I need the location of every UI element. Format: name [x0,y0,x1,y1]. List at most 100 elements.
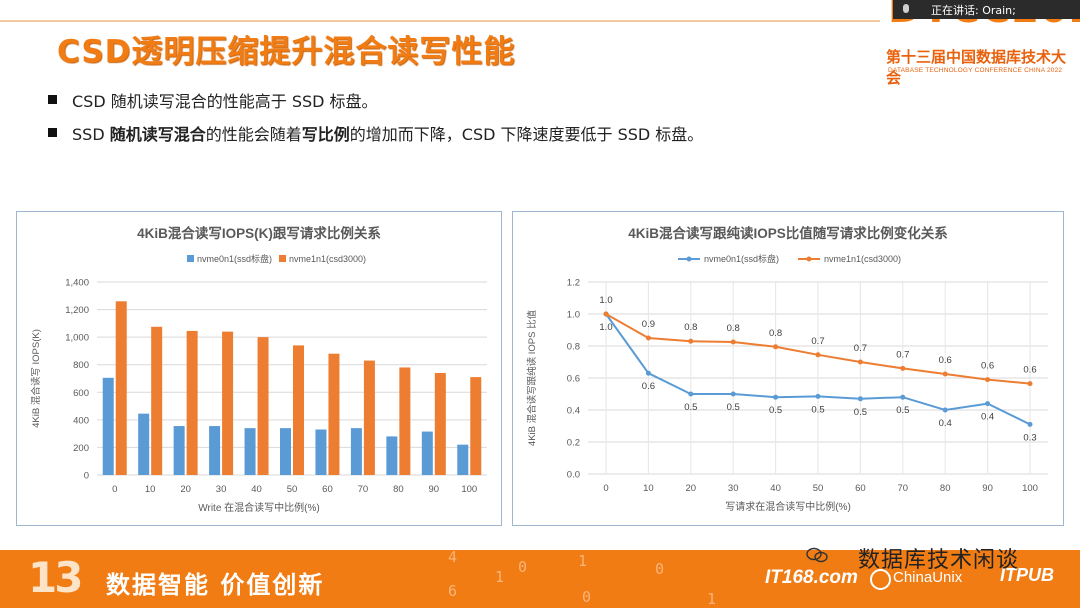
legend-label: nvme1n1(csd3000) [824,254,901,264]
bar [138,413,150,475]
wechat-icon [806,547,828,563]
x-tick-label: 20 [686,483,697,494]
chinaunix-logo-icon [870,569,891,590]
bullet-emphasis: 随机读写混合 [109,125,206,144]
x-tick-label: 80 [940,483,951,494]
x-tick-label: 80 [393,484,404,495]
slide-title: CSD透明压缩提升混合读写性能 [57,34,516,70]
logo-english-name: DATABASE TECHNOLOGY CONFERENCE CHINA 202… [888,67,1063,74]
bar [386,436,398,475]
x-axis-label: Write 在混合读写中比例(%) [198,501,319,514]
bar [280,428,291,475]
bar [151,326,163,475]
y-tick-label: 0.6 [567,374,580,385]
y-tick-label: 400 [73,415,89,426]
data-point [857,359,863,365]
data-label: 0.5 [896,405,909,416]
data-label: 0.6 [1023,365,1036,376]
data-point [773,344,779,350]
data-label: 0.5 [727,402,740,413]
sponsor-chinaunix: ChinaUnix [893,569,963,586]
data-label: 0.6 [642,381,655,392]
bullet-run: SSD [72,125,110,144]
y-tick-label: 600 [73,388,89,399]
bar [222,331,234,475]
y-tick-label: 1.2 [567,278,580,289]
y-tick-label: 0.4 [567,406,580,417]
data-point [645,335,651,341]
data-point [815,352,821,358]
bar [350,428,362,475]
bullet-square-icon [48,128,57,137]
x-axis-label: 写请求在混合读写中比例(%) [725,500,851,513]
data-label: 0.3 [1023,432,1036,443]
data-point [815,393,821,399]
footer-banner: 13 数据智能 价值创新 4 6 1 0 0 1 0 1 IT168.com C… [0,550,1080,608]
data-label: 0.7 [811,336,824,347]
x-tick-label: 70 [898,483,909,494]
bullet-text: SSD 随机读写混合的性能会随着写比例的增加而下降，CSD 下降速度要低于 SS… [72,121,703,145]
bar [115,301,127,475]
bar [457,444,469,475]
data-point [730,391,736,397]
bullet-run: 的增加而下降，CSD 下降速度要低于 SSD 标盘。 [349,125,704,144]
deco-digit: 0 [518,558,528,576]
speaker-indicator: 正在讲话: Orain; [893,0,1080,19]
x-tick-label: 60 [855,483,866,494]
data-label: 0.8 [684,322,697,333]
bar [293,345,304,475]
bar [102,377,114,475]
data-point [688,391,694,397]
chart-title: 4KiB混合读写跟纯读IOPS比值随写请求比例变化关系 [628,225,948,241]
x-tick-label: 100 [461,484,477,495]
y-tick-label: 0.0 [567,470,580,481]
legend-label: nvme0n1(ssd标盘) [704,253,779,264]
bullet-square-icon [48,95,57,104]
x-tick-label: 90 [982,483,993,494]
data-label: 0.6 [981,361,994,372]
legend-label: nvme0n1(ssd标盘) [197,253,272,264]
data-point [730,339,736,345]
bar [257,337,269,475]
data-label: 0.8 [769,328,782,339]
data-label: 0.5 [811,404,824,415]
bar [173,426,185,475]
title-underline [0,20,880,22]
chart-title: 4KiB混合读写IOPS(K)跟写请求比例关系 [137,225,381,241]
iops-bar-chart: 4KiB混合读写IOPS(K)跟写请求比例关系 0 200 400 600 800 1,00… [16,211,502,526]
y-tick-label: 1,200 [65,305,89,316]
x-tick-label: 60 [322,484,333,495]
x-tick-label: 40 [770,483,781,494]
ratio-line-chart-svg: 4KiB混合读写跟纯读IOPS比值随写请求比例变化关系 0.0 0.2 0.4 0.6 0… [526,225,1048,513]
data-label: 0.5 [684,402,697,413]
deco-digit: 0 [655,560,665,578]
deco-digit: 4 [448,550,458,566]
data-point [942,407,948,413]
x-tick-label: 50 [287,484,298,495]
x-tick-label: 20 [180,484,191,495]
x-tick-label: 10 [145,484,156,495]
data-label: 0.7 [854,343,867,354]
logo-chinese-name: 第十三届中国数据库技术大会 [886,48,1067,87]
bar [363,360,375,475]
deco-digit: 1 [578,552,588,570]
bar [421,431,433,475]
x-tick-label: 100 [1022,483,1038,494]
x-tick-label: 90 [429,484,440,495]
bar [244,428,256,475]
y-tick-label: 1.0 [567,310,580,321]
microphone-icon [903,4,909,13]
y-axis-label: 4KiB 混合读写跟纯读 IOPS 比值 [526,309,538,446]
bullet-run: 的性能会随着 [205,125,302,144]
sponsor-it168: IT168.com [765,567,858,588]
legend-label: nvme1n1(csd3000) [289,254,366,264]
bullet-run: CSD 随机读写混合的性能高于 SSD 标盘。 [72,92,378,111]
data-label: 0.5 [854,407,867,418]
x-tick-label: 50 [813,483,824,494]
y-tick-label: 1,000 [65,333,89,344]
data-label: 0.6 [939,355,952,366]
sponsor-itpub: ITPUB [1000,565,1054,585]
x-tick-label: 30 [728,483,739,494]
data-label: 0.9 [642,319,655,330]
iops-bar-chart-svg: 4KiB混合读写IOPS(K)跟写请求比例关系02004006008001,00… [30,225,487,514]
